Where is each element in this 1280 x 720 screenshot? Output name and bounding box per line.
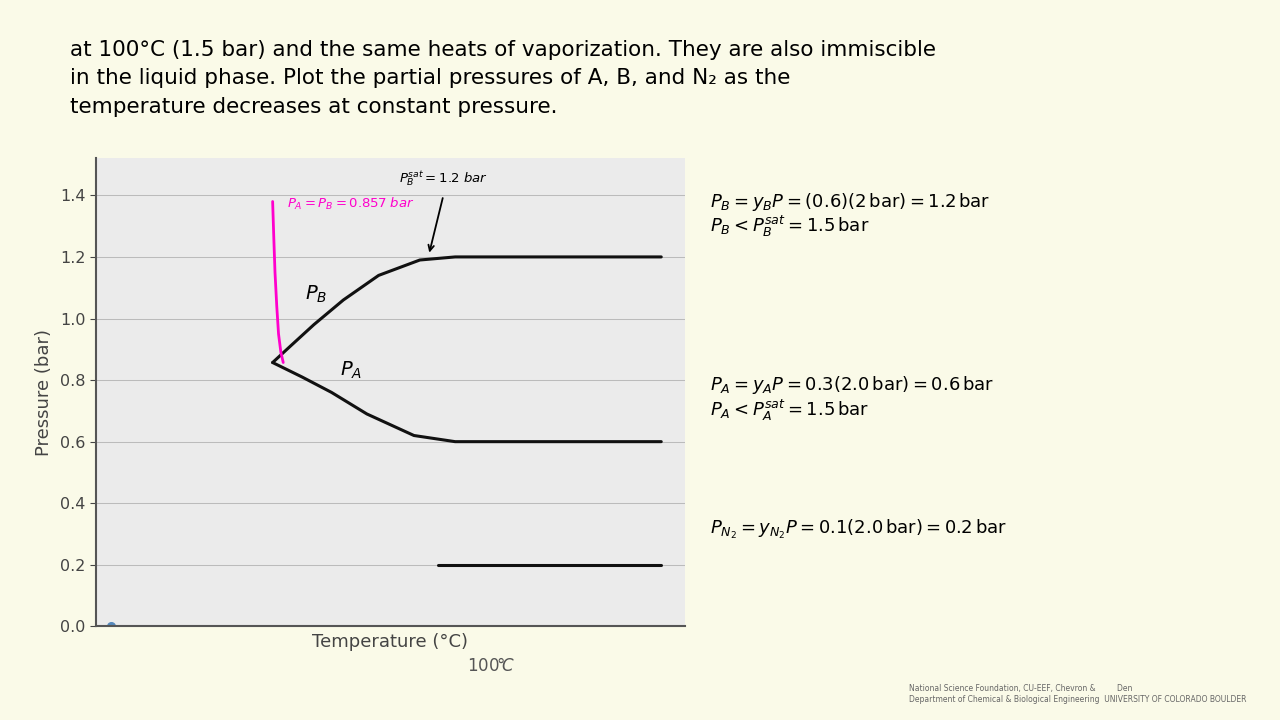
- Text: at 100°C (1.5 bar) and the same heats of vaporization. They are also immiscible: at 100°C (1.5 bar) and the same heats of…: [70, 40, 937, 60]
- Y-axis label: Pressure (bar): Pressure (bar): [35, 329, 54, 456]
- Text: $P_B = y_B P = (0.6)(2\,\mathrm{bar}) = 1.2\,\mathrm{bar}$: $P_B = y_B P = (0.6)(2\,\mathrm{bar}) = …: [710, 191, 991, 212]
- Text: $P_{N_2} = y_{N_2} P = 0.1(2.0\,\mathrm{bar}) = 0.2\,\mathrm{bar}$: $P_{N_2} = y_{N_2} P = 0.1(2.0\,\mathrm{…: [710, 518, 1007, 541]
- Text: $P_A=P_B= 0.857$ bar: $P_A=P_B= 0.857$ bar: [288, 196, 415, 212]
- Text: $P_B < P_B^{sat} = 1.5\,\mathrm{bar}$: $P_B < P_B^{sat} = 1.5\,\mathrm{bar}$: [710, 215, 870, 239]
- Text: $P_B$: $P_B$: [305, 284, 328, 305]
- Text: Department of Chemical & Biological Engineering  UNIVERSITY OF COLORADO BOULDER: Department of Chemical & Biological Engi…: [909, 696, 1247, 704]
- Text: in the liquid phase. Plot the partial pressures of A, B, and N₂ as the: in the liquid phase. Plot the partial pr…: [70, 68, 791, 89]
- Text: $P_A = y_A P = 0.3(2.0\,\mathrm{bar}) = 0.6\,\mathrm{bar}$: $P_A = y_A P = 0.3(2.0\,\mathrm{bar}) = …: [710, 374, 995, 396]
- Text: National Science Foundation, CU-EEF, Chevron &         Den: National Science Foundation, CU-EEF, Che…: [909, 684, 1133, 693]
- Text: $P_A$: $P_A$: [340, 359, 362, 381]
- Text: $P_A < P_A^{sat} = 1.5\,\mathrm{bar}$: $P_A < P_A^{sat} = 1.5\,\mathrm{bar}$: [710, 398, 870, 423]
- X-axis label: Temperature (°C): Temperature (°C): [312, 634, 468, 652]
- Text: $100\!°\!C$: $100\!°\!C$: [467, 657, 515, 675]
- Text: temperature decreases at constant pressure.: temperature decreases at constant pressu…: [70, 97, 558, 117]
- Text: $P_B^{sat}=1.2$ bar: $P_B^{sat}=1.2$ bar: [399, 170, 488, 189]
